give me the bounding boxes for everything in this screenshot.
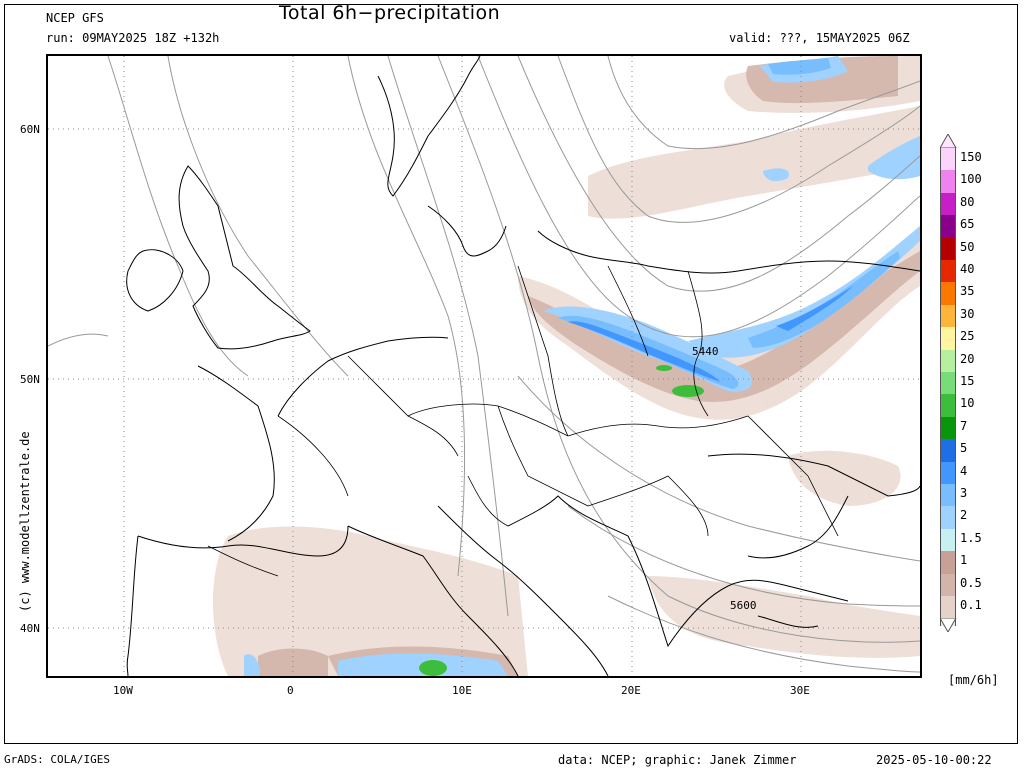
legend-swatch	[940, 215, 956, 238]
run-label: run: 09MAY2025 18Z +132h	[46, 31, 220, 45]
legend-swatch	[940, 551, 956, 574]
country-borders	[207, 265, 839, 577]
footer-timestamp: 2025-05-10-00:22	[876, 753, 992, 767]
legend-label: 80	[960, 194, 975, 209]
footer-credits: data: NCEP; graphic: Janek Zimmer	[558, 753, 797, 767]
precip-shading-light	[213, 56, 920, 676]
lat-label-60n: 60N	[20, 123, 40, 136]
legend-swatch	[940, 416, 956, 440]
legend-swatch	[940, 596, 956, 619]
legend-swatch	[940, 461, 956, 484]
legend-swatch	[940, 349, 956, 372]
lon-label-0: 0	[287, 684, 294, 697]
legend-swatch	[940, 372, 956, 395]
valid-label: valid: ???, 15MAY2025 06Z	[729, 31, 910, 45]
legend-swatch	[940, 148, 956, 171]
legend-label: 0.5	[960, 575, 982, 590]
legend-label: 7	[960, 418, 968, 433]
legend-label: 1	[960, 553, 968, 568]
legend-top-arrow	[940, 134, 957, 148]
legend-label: 50	[960, 239, 975, 254]
legend-swatch	[940, 192, 956, 216]
legend-swatch	[940, 282, 956, 305]
precipitation-map: 5440 5600	[46, 54, 922, 678]
legend-swatch	[940, 506, 956, 529]
precip-shading-green	[419, 365, 704, 676]
legend-label: 1.5	[960, 530, 982, 545]
legend-swatch	[940, 260, 956, 283]
legend-label: 30	[960, 306, 975, 321]
legend-label: 20	[960, 351, 975, 366]
legend-label: 2	[960, 508, 968, 523]
legend-label: 0.1	[960, 598, 982, 612]
lon-label-10e: 10E	[452, 684, 472, 697]
lat-label-50n: 50N	[20, 373, 40, 386]
legend-unit: [mm/6h]	[948, 673, 999, 687]
plot-frame	[4, 4, 1018, 744]
legend-label: 25	[960, 329, 975, 344]
precip-shading-blue	[568, 286, 853, 382]
legend-swatch	[940, 327, 956, 350]
model-label: NCEP GFS	[46, 11, 104, 25]
lat-label-40n: 40N	[20, 622, 40, 635]
lon-label-20e: 20E	[621, 684, 641, 697]
graticule	[48, 56, 920, 676]
legend-label: 40	[960, 262, 975, 276]
legend-swatch	[940, 528, 956, 552]
legend-swatch	[940, 573, 956, 596]
watermark: (c) www.modellzentrale.de	[18, 431, 32, 612]
legend-label: 4	[960, 463, 968, 478]
legend-label: 100	[960, 172, 982, 187]
legend-label: 150	[960, 150, 982, 164]
legend-swatch	[940, 170, 956, 193]
legend-label: 35	[960, 284, 975, 299]
lon-label-10w: 10W	[113, 684, 133, 697]
legend-bottom-arrow	[940, 618, 957, 632]
footer-software: GrADS: COLA/IGES	[4, 753, 110, 766]
legend-label: 5	[960, 441, 968, 456]
legend-swatch	[940, 439, 956, 462]
contour-label-5600: 5600	[730, 599, 757, 612]
legend-swatch	[940, 484, 956, 507]
legend-label: 10	[960, 396, 975, 411]
legend-swatch	[940, 237, 956, 260]
legend-label: 3	[960, 486, 968, 500]
legend-swatch	[940, 394, 956, 417]
coastlines	[126, 56, 920, 676]
legend-swatch	[940, 304, 956, 328]
lon-label-30e: 30E	[790, 684, 810, 697]
legend-label: 15	[960, 374, 975, 388]
contour-label-5440: 5440	[692, 345, 719, 358]
page-title: Total 6h−precipitation	[279, 2, 501, 24]
legend-label: 65	[960, 217, 975, 232]
